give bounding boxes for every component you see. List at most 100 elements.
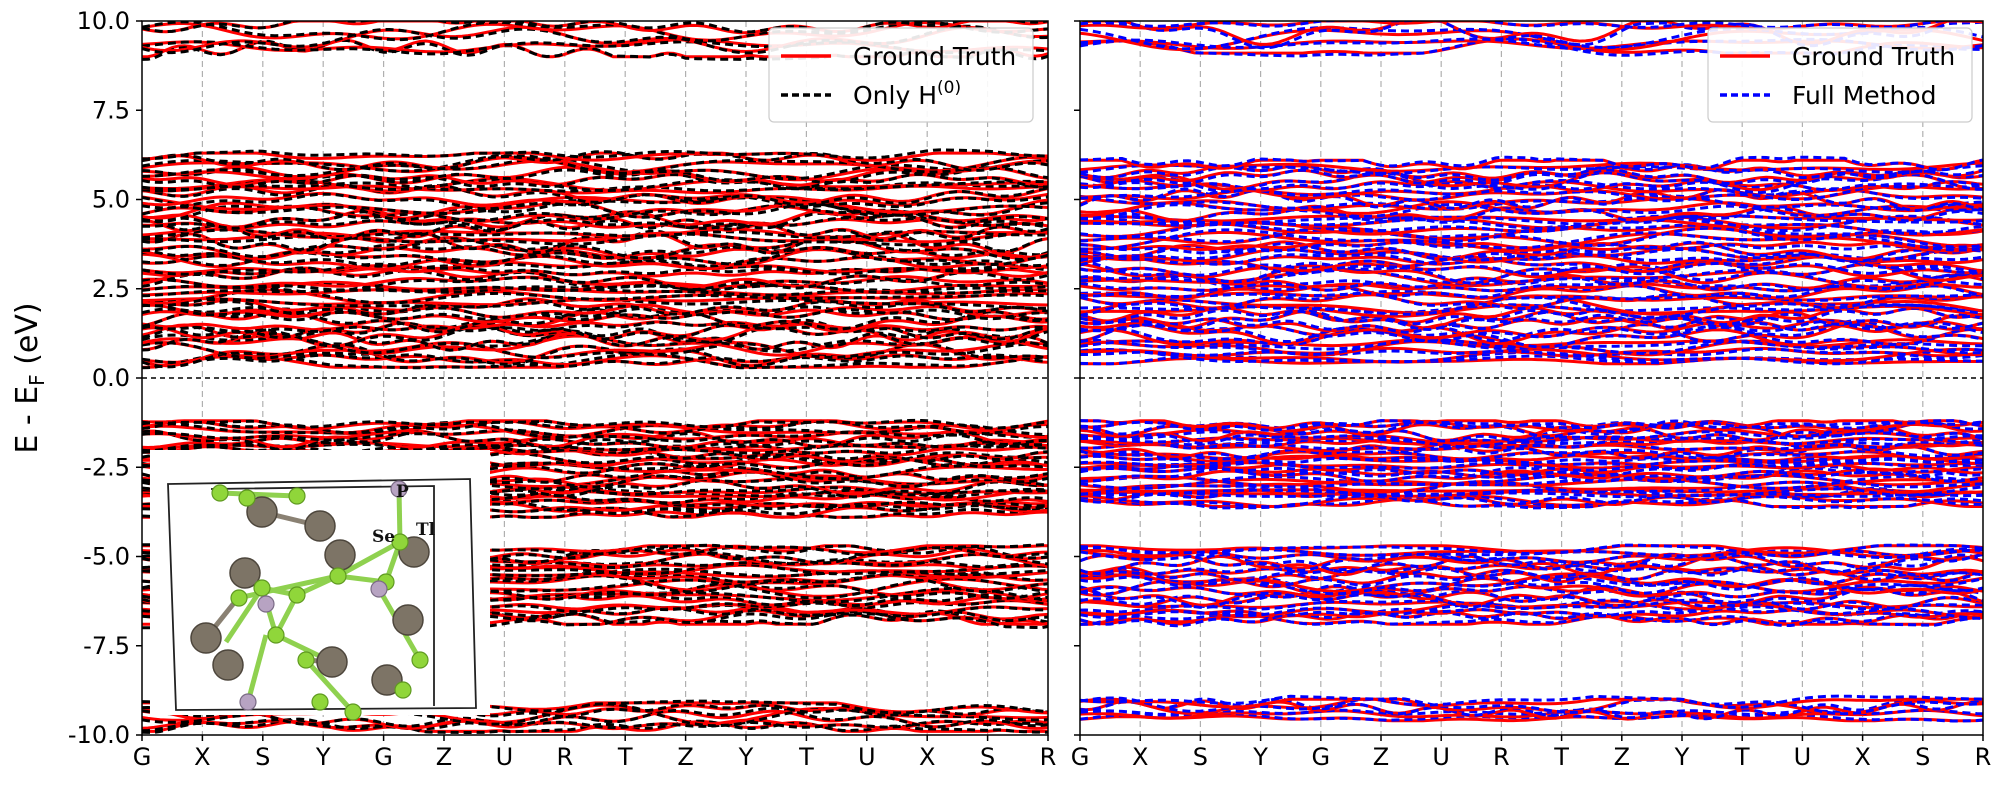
right-band-full-method	[1080, 419, 1983, 432]
right-band-full-method	[1080, 303, 1983, 314]
right-band-full-method	[1080, 487, 1983, 498]
left-band-only-h0	[142, 461, 1048, 481]
inset-atom-p	[257, 595, 275, 613]
right-band-full-method	[1080, 443, 1983, 461]
left-y-tick-label: -5.0	[83, 543, 130, 571]
left-band-only-h0	[142, 307, 1048, 334]
right-x-tick-label: X	[1854, 743, 1870, 771]
left-band-only-h0	[142, 466, 1048, 484]
right-band-full-method	[1080, 202, 1983, 221]
right-band-full-method	[1080, 168, 1983, 186]
inset-atom-se	[211, 484, 229, 502]
left-band-ground-truth	[142, 235, 1048, 261]
left-legend-label-ground-truth: Ground Truth	[853, 42, 1016, 71]
left-band-only-h0	[142, 576, 1048, 601]
right-x-tick-label: R	[1975, 743, 1992, 771]
left-band-ground-truth	[142, 195, 1048, 215]
left-band-only-h0	[142, 183, 1048, 207]
left-band-only-h0	[142, 436, 1048, 453]
left-band-only-h0	[142, 418, 1048, 430]
left-band-only-h0	[142, 451, 1048, 468]
crystal-structure-inset: P Tl Se	[150, 450, 490, 721]
inset-atom-se	[267, 626, 285, 644]
left-x-tick-label: U	[496, 743, 514, 771]
left-band-ground-truth	[142, 183, 1048, 206]
left-x-tick-label: Z	[677, 743, 693, 771]
right-band-full-method	[1080, 308, 1983, 332]
right-band-full-method	[1080, 553, 1983, 576]
inset-atom-se	[253, 579, 271, 597]
right-band-full-method	[1080, 289, 1983, 302]
left-band-only-h0	[142, 699, 1048, 715]
left-band-only-h0	[142, 498, 1048, 511]
left-band-only-h0	[142, 324, 1048, 348]
left-band-only-h0	[142, 24, 1048, 55]
right-band-full-method	[1080, 240, 1983, 264]
inset-label-se: Se	[372, 527, 395, 547]
inset-atom-tl	[229, 557, 261, 589]
left-band-only-h0	[142, 150, 1048, 172]
right-band-full-method	[1080, 587, 1983, 611]
left-legend-box	[768, 27, 1034, 123]
right-legend: Ground Truth Full Method	[1707, 27, 1973, 123]
inset-atoms	[190, 480, 430, 721]
right-band-full-method	[1080, 180, 1983, 192]
left-band-only-h0	[142, 216, 1048, 230]
inset-bond	[219, 490, 298, 499]
right-band-full-method	[1080, 420, 1983, 430]
right-band-ground-truth	[1080, 240, 1983, 252]
inset-atom-se	[288, 586, 306, 604]
right-band-full-method	[1080, 474, 1983, 491]
left-band-ground-truth	[142, 151, 1048, 172]
right-band-ground-truth	[1080, 259, 1983, 279]
inset-bond	[336, 539, 402, 579]
inset-atom-tl	[246, 496, 278, 528]
left-x-tick-label: R	[556, 743, 573, 771]
left-band-only-h0	[142, 571, 1048, 585]
right-band-full-method	[1080, 467, 1983, 483]
left-band-only-h0	[142, 705, 1048, 729]
left-y-tick-label: -10.0	[68, 721, 130, 749]
right-band-ground-truth	[1080, 714, 1983, 723]
right-x-tick-label: R	[1493, 743, 1510, 771]
left-y-tick-label: 5.0	[92, 186, 130, 214]
inset-bond	[396, 488, 403, 543]
right-panel: G X S Y G Z U R T Z Y T U X S R Ground Truth Full Metho…	[1071, 20, 1992, 771]
left-x-tick-label: T	[798, 743, 814, 771]
right-band-full-method	[1080, 325, 1983, 349]
left-band-ground-truth	[142, 320, 1048, 332]
right-band-full-method	[1080, 424, 1983, 445]
right-x-tick-label: Z	[1373, 743, 1389, 771]
right-band-full-method	[1080, 348, 1983, 366]
inset-atom-tl	[190, 622, 222, 654]
left-band-only-h0	[142, 228, 1048, 240]
right-band-full-method	[1080, 598, 1983, 611]
left-band-only-h0	[142, 260, 1048, 276]
right-band-ground-truth	[1080, 347, 1983, 364]
right-band-ground-truth	[1080, 554, 1983, 577]
left-band-only-h0	[142, 201, 1048, 223]
inset-atom-se	[329, 567, 347, 585]
left-y-tick-label: -7.5	[83, 632, 130, 660]
left-band-only-h0	[142, 305, 1048, 323]
right-x-tick-label: S	[1915, 743, 1930, 771]
left-y-ticks: 10.0 7.5 5.0 2.5 0.0 -2.5 -5.0 -7.5 -10.0	[68, 7, 142, 749]
right-band-full-method	[1080, 708, 1983, 716]
inset-label-p: P	[396, 482, 409, 502]
left-band-only-h0	[142, 551, 1048, 570]
left-x-tick-label: Z	[436, 743, 452, 771]
left-band-only-h0	[142, 153, 1048, 175]
left-band-only-h0	[142, 486, 1048, 497]
left-band-only-h0	[142, 320, 1048, 334]
right-band-full-method	[1080, 259, 1983, 277]
left-band-only-h0	[142, 607, 1048, 630]
inset-atom-p	[239, 693, 257, 711]
right-band-full-method	[1080, 430, 1983, 449]
inset-atom-tl	[212, 649, 244, 681]
inset-atom-se	[311, 693, 329, 711]
left-x-tick-label: S	[980, 743, 995, 771]
left-band-only-h0	[142, 264, 1048, 277]
right-band-full-method	[1080, 226, 1983, 249]
right-band-full-method	[1080, 338, 1983, 356]
